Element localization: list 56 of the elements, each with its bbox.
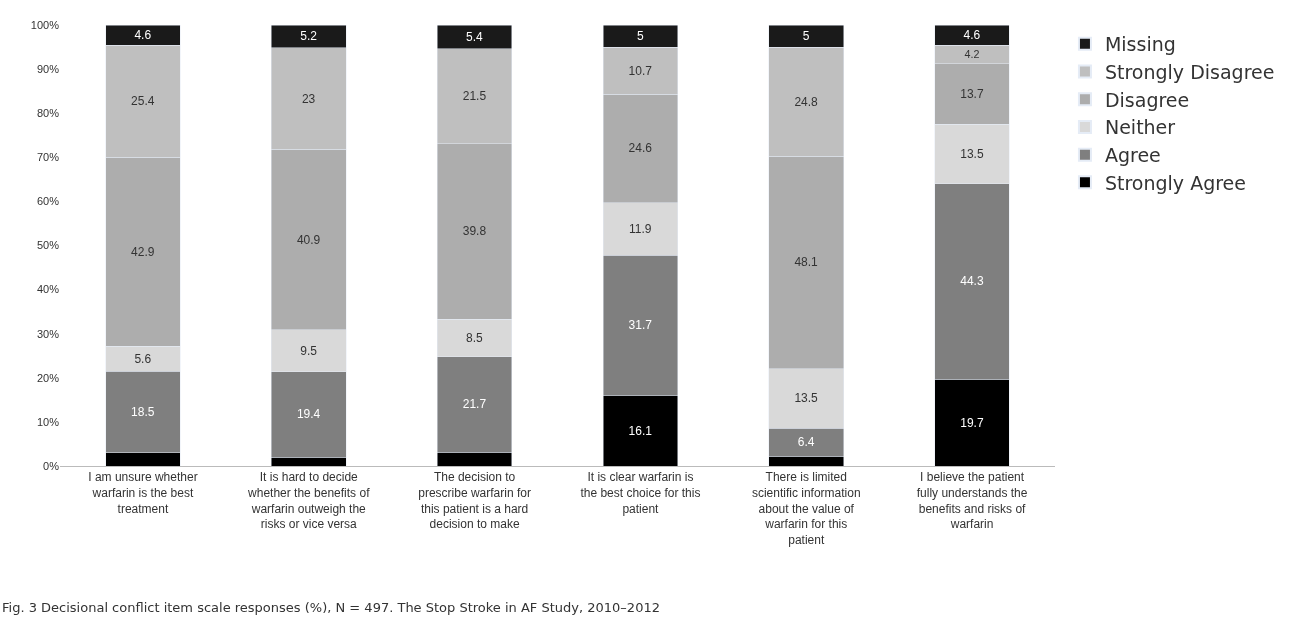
data-label: 6.4	[797, 435, 815, 450]
caption: Fig. 3 Decisional conflict item scale responses (%), N = 497. The Stop Stroke in AF Study, 2010–2012	[2, 600, 660, 615]
legend-label: Strongly Disagree	[1104, 60, 1275, 83]
legend-label: Neither	[1104, 116, 1176, 139]
legend-label: Disagree	[1104, 88, 1190, 111]
y-tick-label: 60%	[36, 195, 60, 208]
data-label: 24.6	[628, 141, 653, 156]
data-label: 48.1	[794, 255, 819, 270]
y-tick-label: 70%	[36, 151, 60, 164]
y-tick-label: 80%	[36, 107, 60, 120]
data-label: 44.3	[960, 274, 984, 289]
data-label: 11.9	[629, 221, 652, 236]
data-label: 13.5	[960, 146, 984, 161]
data-label: 4.6	[134, 28, 152, 43]
data-label: 9.5	[300, 343, 318, 358]
data-label: 5	[802, 29, 810, 44]
data-label: 19.7	[960, 415, 984, 430]
data-label: 25.4	[131, 94, 155, 109]
data-label: 24.8	[794, 94, 819, 109]
data-label: 16.1	[628, 423, 653, 438]
data-label: 5.4	[466, 29, 484, 44]
y-tick-label: 40%	[36, 283, 60, 296]
y-tick-label: 10%	[36, 415, 60, 428]
data-label: 42.9	[131, 244, 155, 259]
x-tick-label: I believe the patient fully understands the benefits and risks of warfarin	[916, 470, 1028, 532]
y-tick-label: 20%	[36, 371, 60, 384]
data-label: 23	[301, 91, 316, 106]
data-label: 19.4	[296, 407, 321, 422]
legend-label: Agree	[1104, 144, 1161, 167]
x-tick-label: There is limited scientific information about the value of warfarin for this patient	[751, 470, 861, 547]
legend-label: Strongly Agree	[1104, 171, 1246, 194]
data-label: 40.9	[296, 232, 321, 247]
y-tick-label: 30%	[36, 327, 60, 340]
x-tick-label: The decision to prescribe warfarin for this patient is a hard decision to make	[418, 470, 531, 532]
data-label: 13.7	[960, 87, 984, 102]
data-label: 10.7	[628, 63, 653, 78]
data-label: 21.7	[462, 397, 487, 412]
data-label: 18.5	[131, 404, 155, 419]
data-label: 21.5	[462, 89, 487, 104]
x-tick-label: It is hard to decide whether the benefits of warfarin outweigh the risks or vice versa	[247, 470, 371, 532]
data-label: 8.5	[466, 330, 484, 345]
y-tick-label: 100%	[30, 18, 60, 31]
y-tick-label: 0%	[43, 459, 60, 472]
x-tick-label: It is clear warfarin is the best choice for this patient	[580, 470, 701, 516]
data-label: 5.6	[134, 351, 152, 366]
data-label: 4.2	[964, 48, 980, 61]
y-tick-label: 90%	[36, 62, 60, 75]
y-tick-label: 50%	[36, 239, 60, 252]
data-label: 13.5	[794, 391, 819, 406]
data-label: 39.8	[462, 224, 487, 239]
data-label: 5.2	[300, 29, 318, 44]
data-label: 31.7	[628, 318, 653, 333]
legend-label: Missing	[1104, 33, 1176, 56]
data-label: 4.6	[963, 28, 981, 43]
data-label: 5	[636, 29, 644, 44]
x-tick-label: I am unsure whether warfarin is the best treatment	[88, 470, 198, 516]
